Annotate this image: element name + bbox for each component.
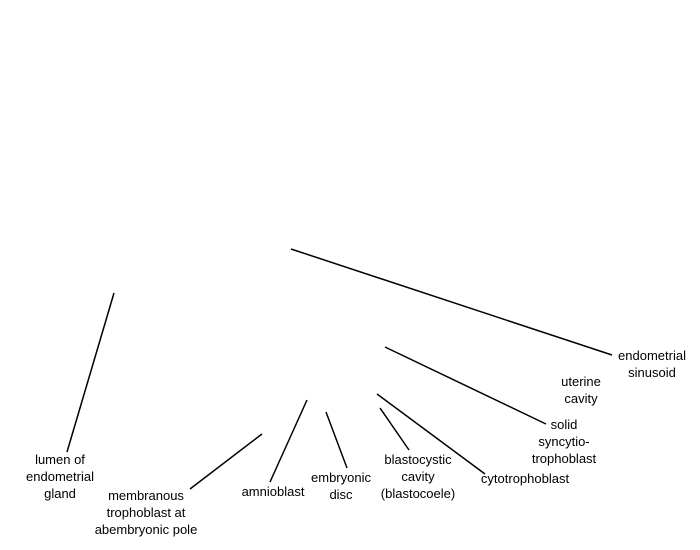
leader-line-membranous xyxy=(189,433,263,490)
label-cytotrophoblast: cytotrophoblast xyxy=(480,471,570,486)
label-endometrial-sinusoid: endometrial sinusoid xyxy=(618,348,686,380)
leader-line-endometrial-sinusoid xyxy=(290,248,613,356)
leader-line-cytotrophoblast xyxy=(376,393,486,475)
label-lumen-of-endometrial-gland: lumen of endometrial gland xyxy=(26,452,94,501)
label-membranous-trophoblast: membranous trophoblast at abembryonic po… xyxy=(94,488,198,537)
leader-line-syncytiotrophoblast xyxy=(384,346,547,425)
leader-line-lumen xyxy=(66,292,115,453)
label-embryonic-disc: embryonic disc xyxy=(311,470,371,502)
leader-line-blastocystic-cavity xyxy=(379,407,410,451)
label-blastocystic-cavity: blastocystic cavity (blastocoele) xyxy=(380,452,456,501)
label-amnioblast: amnioblast xyxy=(241,484,305,499)
label-uterine-cavity: uterine cavity xyxy=(561,374,601,406)
leader-line-embryonic-disc xyxy=(325,411,348,469)
leader-line-amnioblast xyxy=(269,399,308,483)
label-solid-syncytiotrophoblast: solid syncytio- trophoblast xyxy=(531,417,597,466)
